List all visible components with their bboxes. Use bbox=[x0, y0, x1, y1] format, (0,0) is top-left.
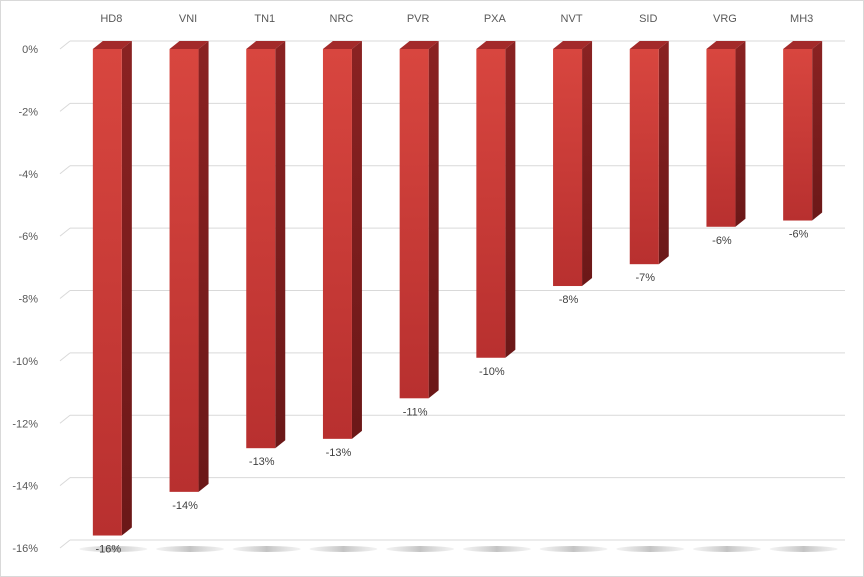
bar-front-face bbox=[246, 49, 276, 449]
gridline bbox=[59, 539, 845, 549]
bar-top-face bbox=[92, 41, 132, 49]
y-tick-label: -12% bbox=[12, 418, 38, 430]
bar-nvt bbox=[553, 41, 593, 287]
category-label: PXA bbox=[484, 13, 507, 25]
bar-front-face bbox=[169, 49, 199, 492]
bar-sid bbox=[629, 41, 669, 265]
y-tick-label: -14% bbox=[12, 481, 38, 493]
bar-vrg bbox=[706, 41, 746, 227]
data-label: -11% bbox=[403, 406, 428, 418]
category-labels: HD8 VNI TN1 NRC PVR PXA NVT SID VRG MH3 bbox=[100, 13, 813, 25]
bar-tn1 bbox=[246, 41, 286, 449]
bar-side-face bbox=[351, 41, 362, 439]
y-tick-label: -4% bbox=[18, 169, 38, 181]
data-label: -13% bbox=[249, 456, 275, 468]
bar-floor-shadow bbox=[616, 546, 685, 552]
bar-hd8 bbox=[92, 41, 132, 536]
y-tick-label: 0% bbox=[22, 44, 38, 56]
data-label: -7% bbox=[635, 272, 655, 284]
bar-floor-shadow bbox=[539, 546, 608, 552]
category-label: SID bbox=[639, 13, 657, 25]
category-label: NVT bbox=[561, 13, 583, 25]
y-tick-label: -10% bbox=[12, 356, 38, 368]
bar-top-face bbox=[246, 41, 286, 49]
bar-side-face bbox=[505, 41, 516, 358]
bar-top-face bbox=[399, 41, 439, 49]
category-label: PVR bbox=[407, 13, 430, 25]
bar-side-face bbox=[812, 41, 823, 221]
bar-front-face bbox=[399, 49, 429, 399]
bar-side-face bbox=[428, 41, 439, 399]
bar-top-face bbox=[553, 41, 593, 49]
bar-front-face bbox=[476, 49, 506, 358]
bar-floor-shadow bbox=[692, 546, 761, 552]
category-label: VRG bbox=[713, 13, 737, 25]
bar-top-face bbox=[169, 41, 209, 49]
category-label: MH3 bbox=[790, 13, 813, 25]
bar-floor-shadow bbox=[232, 546, 301, 552]
data-label: -13% bbox=[326, 447, 352, 459]
bar-top-face bbox=[476, 41, 516, 49]
bar-side-face bbox=[121, 41, 132, 536]
category-label: VNI bbox=[179, 13, 197, 25]
bar-front-face bbox=[783, 49, 813, 221]
category-label: NRC bbox=[330, 13, 354, 25]
data-label: -6% bbox=[712, 235, 732, 247]
bar-vni bbox=[169, 41, 209, 492]
data-label: -14% bbox=[172, 500, 198, 512]
bar-top-face bbox=[706, 41, 746, 49]
bar-front-face bbox=[553, 49, 583, 287]
category-label: TN1 bbox=[254, 13, 275, 25]
y-tick-label: -8% bbox=[18, 294, 38, 306]
bar-top-face bbox=[322, 41, 362, 49]
bar-top-face bbox=[783, 41, 823, 49]
bar-floor-shadow bbox=[309, 546, 378, 552]
bar-mh3 bbox=[783, 41, 823, 221]
data-labels: -16% -14% -13% -13% -11% -10% -8% -7% -6% -6% bbox=[96, 229, 809, 556]
bar-floor-shadow bbox=[462, 546, 531, 552]
bar-front-face bbox=[706, 49, 736, 227]
bar-pxa bbox=[476, 41, 516, 358]
bar-floor-shadow bbox=[79, 546, 148, 552]
bar-floor-shadow bbox=[156, 546, 225, 552]
bar-side-face bbox=[198, 41, 209, 492]
data-label: -10% bbox=[479, 366, 505, 378]
data-label: -6% bbox=[789, 229, 809, 241]
y-tick-label: -6% bbox=[18, 231, 38, 243]
bar-side-face bbox=[735, 41, 746, 227]
bar-front-face bbox=[92, 49, 122, 536]
category-label: HD8 bbox=[100, 13, 122, 25]
y-axis-tick-labels: 0% -2% -4% -6% -8% -10% -12% -14% -16% bbox=[12, 44, 38, 555]
bar-side-face bbox=[275, 41, 286, 449]
bar-front-face bbox=[629, 49, 659, 265]
bar-floor-shadow bbox=[769, 546, 838, 552]
bar-top-face bbox=[629, 41, 669, 49]
bar-floor-shadow bbox=[386, 546, 455, 552]
bar-pvr bbox=[399, 41, 439, 399]
data-label: -8% bbox=[559, 294, 579, 306]
y-tick-label: -2% bbox=[18, 106, 38, 118]
bars bbox=[92, 41, 823, 536]
floor-shadows bbox=[79, 546, 838, 552]
bar-front-face bbox=[322, 49, 352, 439]
y-tick-label: -16% bbox=[12, 543, 38, 555]
bar-side-face bbox=[658, 41, 669, 265]
data-label: -16% bbox=[96, 544, 122, 556]
bar-side-face bbox=[582, 41, 593, 287]
bar-nrc bbox=[322, 41, 362, 439]
